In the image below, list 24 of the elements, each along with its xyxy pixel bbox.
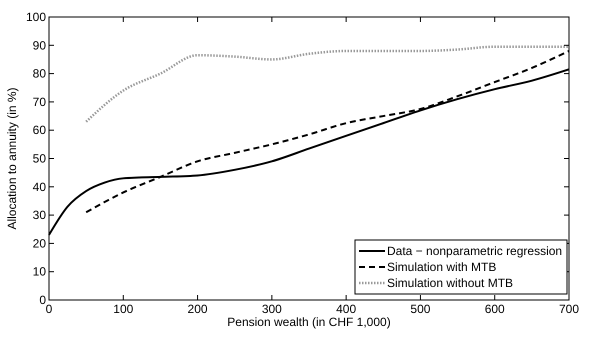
y-tick-label: 30 [32, 208, 46, 222]
legend-label: Data − nonparametric regression [387, 244, 562, 258]
y-tick-label: 20 [32, 236, 46, 250]
line-series [84, 45, 570, 123]
x-tick-label: 700 [558, 302, 580, 316]
x-axis-title: Pension wealth (in CHF 1,000) [227, 315, 391, 329]
x-tick-label: 500 [410, 302, 431, 316]
y-tick-label: 90 [32, 38, 46, 52]
y-axis-title: Allocation to annuity (in %) [5, 87, 19, 230]
x-tick-label: 600 [484, 302, 506, 316]
y-tick-label: 40 [32, 180, 46, 194]
y-tick-label: 80 [32, 66, 46, 81]
legend-label: Simulation with MTB [387, 260, 496, 274]
y-tick-label: 50 [32, 152, 46, 166]
x-tick-label: 200 [188, 302, 208, 316]
x-tick-label: 400 [336, 302, 356, 316]
y-tick-label: 10 [32, 264, 46, 279]
y-tick-label: 60 [32, 123, 46, 138]
y-tick-label: 0 [39, 293, 46, 307]
y-tick-label: 100 [26, 10, 46, 24]
y-tick-label: 70 [32, 94, 46, 109]
x-tick-label: 300 [262, 302, 282, 316]
x-tick-label: 100 [113, 302, 134, 316]
legend-label: Simulation without MTB [387, 276, 514, 290]
